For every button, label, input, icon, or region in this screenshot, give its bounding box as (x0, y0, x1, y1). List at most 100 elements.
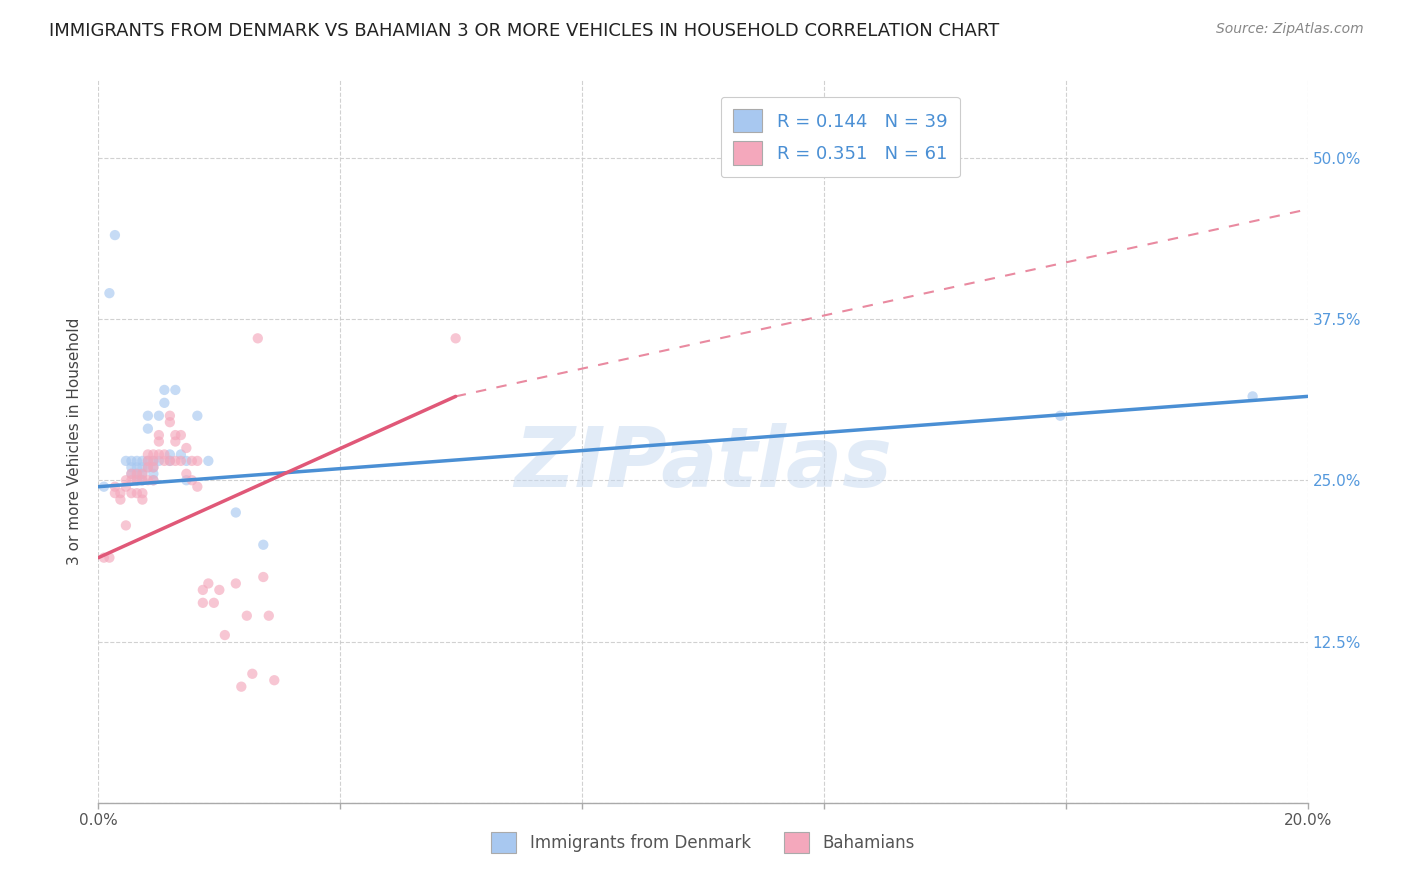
Point (131, 467, 153, 481)
Point (225, 506, 247, 520)
Point (125, 467, 148, 481)
Point (176, 467, 198, 481)
Point (148, 409, 170, 423)
Point (1049, 409, 1071, 423)
Point (236, 608, 259, 623)
Point (186, 454, 208, 468)
Point (125, 486, 148, 500)
Point (197, 576, 219, 591)
Point (191, 582, 214, 597)
Point (142, 473, 165, 487)
Point (98, 550, 121, 565)
Point (170, 454, 193, 468)
Point (165, 383, 187, 397)
Point (98, 286, 121, 301)
Point (115, 473, 138, 487)
Point (159, 447, 181, 461)
Point (142, 473, 165, 487)
Point (444, 331, 467, 345)
Point (125, 460, 148, 475)
Point (136, 409, 159, 423)
Point (186, 409, 208, 423)
Point (191, 596, 214, 610)
Point (148, 447, 170, 461)
Point (263, 673, 285, 688)
Point (176, 454, 198, 468)
Point (131, 486, 153, 500)
Point (142, 447, 165, 461)
Point (159, 409, 181, 423)
Point (120, 486, 142, 500)
Point (142, 460, 165, 475)
Point (115, 480, 138, 494)
Point (120, 467, 142, 481)
Point (165, 434, 187, 449)
Point (131, 467, 153, 481)
Point (110, 492, 132, 507)
Point (93, 550, 115, 565)
Point (1241, 389, 1264, 403)
Point (176, 441, 198, 455)
Point (136, 447, 159, 461)
Point (131, 454, 153, 468)
Point (186, 480, 208, 494)
Point (148, 434, 170, 449)
Point (125, 454, 148, 468)
Y-axis label: 3 or more Vehicles in Household: 3 or more Vehicles in Household (67, 318, 83, 566)
Point (136, 454, 159, 468)
Point (231, 680, 253, 694)
Point (142, 454, 165, 468)
Point (240, 666, 263, 681)
Point (252, 570, 274, 584)
Point (148, 428, 170, 442)
Point (136, 460, 159, 475)
Point (110, 486, 132, 500)
Text: Source: ZipAtlas.com: Source: ZipAtlas.com (1216, 22, 1364, 37)
Point (104, 480, 127, 494)
Point (131, 492, 153, 507)
Text: IMMIGRANTS FROM DENMARK VS BAHAMIAN 3 OR MORE VEHICLES IN HOUSEHOLD CORRELATION : IMMIGRANTS FROM DENMARK VS BAHAMIAN 3 OR… (49, 22, 1000, 40)
Point (202, 596, 225, 610)
Point (125, 473, 148, 487)
Point (120, 454, 142, 468)
Point (136, 422, 159, 436)
Point (120, 473, 142, 487)
Point (153, 396, 176, 410)
Point (159, 454, 181, 468)
Point (197, 454, 219, 468)
Point (131, 460, 153, 475)
Text: ZIPatlas: ZIPatlas (515, 423, 891, 504)
Point (165, 454, 187, 468)
Point (148, 454, 170, 468)
Point (252, 538, 274, 552)
Point (208, 582, 231, 597)
Point (125, 473, 148, 487)
Point (115, 454, 138, 468)
Point (153, 447, 176, 461)
Point (104, 486, 127, 500)
Point (257, 608, 280, 623)
Point (115, 518, 138, 533)
Point (131, 473, 153, 487)
Point (153, 383, 176, 397)
Point (159, 454, 181, 468)
Point (225, 576, 247, 591)
Point (142, 460, 165, 475)
Point (120, 467, 142, 481)
Point (180, 454, 202, 468)
Point (131, 473, 153, 487)
Point (136, 460, 159, 475)
Point (214, 628, 236, 642)
Legend: Immigrants from Denmark, Bahamians: Immigrants from Denmark, Bahamians (485, 826, 921, 860)
Point (176, 473, 198, 487)
Point (104, 228, 127, 243)
Point (165, 428, 187, 442)
Point (180, 473, 202, 487)
Point (136, 454, 159, 468)
Point (125, 467, 148, 481)
Point (142, 467, 165, 481)
Point (170, 428, 193, 442)
Point (93, 480, 115, 494)
Point (170, 447, 193, 461)
Point (120, 460, 142, 475)
